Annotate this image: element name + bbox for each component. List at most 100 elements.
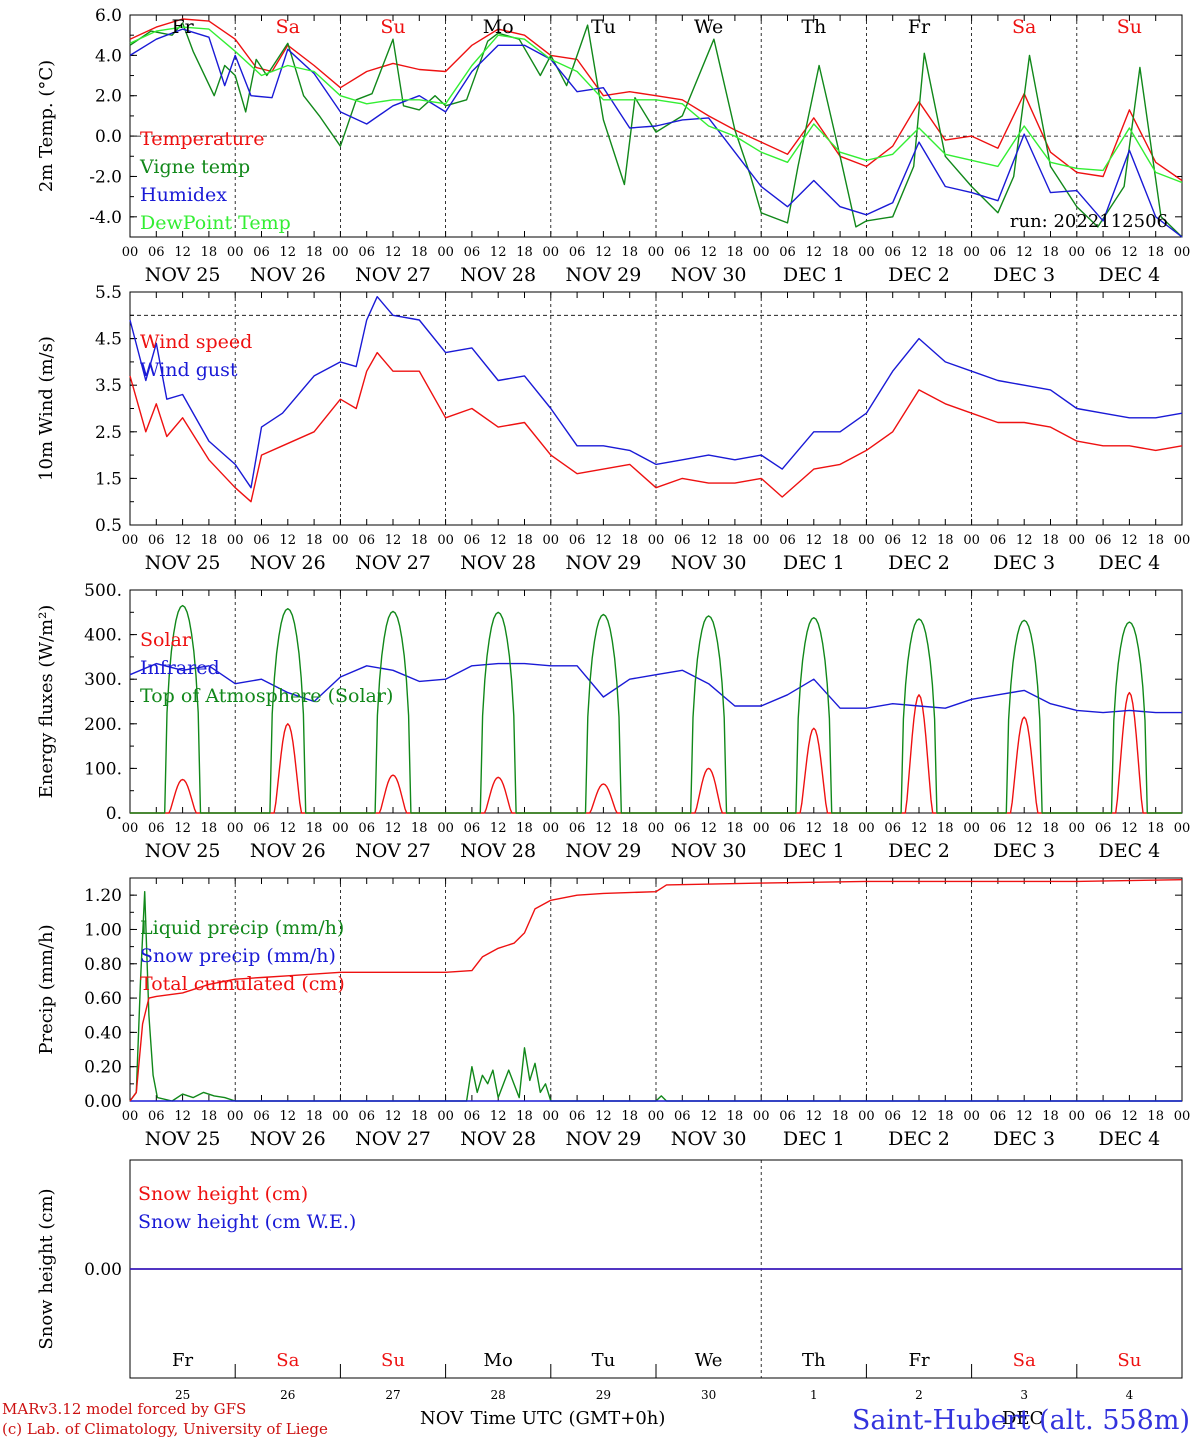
day-label: NOV 29: [565, 1128, 641, 1150]
hour-tick-label: 18: [201, 1109, 218, 1124]
panel-1: 6.0 4.0 2.0 0.0 -2.0 -4.0 2m Temp. (°C) 00 06 12 1…: [36, 6, 1190, 286]
hour-tick-label: 18: [306, 1109, 323, 1124]
weekday-label: Su: [380, 16, 405, 38]
legend-entry: Humidex: [140, 184, 227, 206]
y-tick-label: -4.0: [89, 208, 122, 228]
weekday-label: Sa: [276, 1350, 299, 1371]
y-tick-label: 200.: [84, 715, 122, 735]
hour-tick-label: 06: [1095, 1109, 1112, 1124]
hour-tick-label: 18: [1147, 533, 1164, 548]
hour-tick-label: 12: [280, 1109, 297, 1124]
hour-tick-label: 06: [990, 245, 1007, 260]
hour-tick-label: 00: [122, 1109, 139, 1124]
y-tick-label: 3.5: [95, 376, 122, 396]
weekday-label: Sa: [1013, 1350, 1036, 1371]
hour-tick-label: 18: [727, 533, 744, 548]
hour-tick-label: 00: [963, 245, 980, 260]
series-line-liquid-precip-mm-h: [129, 891, 1182, 1102]
hour-tick-label: 00: [543, 245, 560, 260]
day-label: DEC 3: [993, 1128, 1055, 1150]
day-label: DEC 4: [1099, 552, 1161, 574]
y-tick-label: 6.0: [95, 6, 122, 26]
day-label: NOV 28: [460, 264, 536, 286]
hour-tick-label: 18: [1042, 245, 1059, 260]
hour-tick-label: 18: [727, 1109, 744, 1124]
hour-tick-label: 12: [385, 1109, 402, 1124]
run-label: run: 2022112506: [1010, 211, 1168, 232]
day-label: DEC 4: [1099, 264, 1161, 286]
hour-tick-label: 12: [490, 821, 507, 836]
hour-tick-label: 18: [727, 821, 744, 836]
series-line-top-of-atmosphere-solar: [130, 604, 1182, 814]
hour-tick-label: 06: [1095, 533, 1112, 548]
day-number: 3: [1020, 1388, 1028, 1402]
hour-tick-label: 06: [569, 245, 586, 260]
hour-tick-label: 00: [437, 245, 454, 260]
panel-5: 0.00 Snow height (cm) Snow height (cm) Snow…: [36, 1159, 1183, 1379]
y-axis-label: Precip (mm/h): [36, 924, 57, 1054]
weekday-label: Th: [801, 16, 826, 38]
hour-tick-label: 06: [148, 1109, 165, 1124]
weekday-label: Sa: [276, 16, 300, 38]
day-label: DEC 1: [783, 840, 845, 862]
hour-tick-label: 12: [700, 821, 717, 836]
hour-tick-label: 00: [1174, 245, 1191, 260]
y-tick-label: 0.40: [84, 1023, 122, 1043]
series-line-total-cumulated-cm: [129, 879, 1183, 1102]
hour-tick-label: 18: [201, 533, 218, 548]
hour-tick-label: 00: [227, 245, 244, 260]
hour-tick-label: 06: [253, 533, 270, 548]
y-tick-label: 0.20: [84, 1058, 122, 1078]
hour-tick-label: 00: [1174, 1109, 1191, 1124]
y-tick-label: 1.5: [95, 469, 122, 489]
hour-tick-label: 12: [595, 245, 612, 260]
hour-tick-label: 12: [595, 533, 612, 548]
series-line-vigne-temp: [129, 22, 1183, 238]
hour-tick-label: 12: [280, 245, 297, 260]
hour-tick-label: 06: [1095, 245, 1112, 260]
weekday-label: We: [694, 16, 723, 38]
day-label: DEC 2: [888, 1128, 950, 1150]
hour-tick-label: 12: [1016, 821, 1033, 836]
hour-tick-label: 18: [516, 533, 533, 548]
day-label: NOV 29: [565, 264, 641, 286]
hour-tick-label: 12: [174, 821, 191, 836]
hour-tick-label: 18: [937, 821, 954, 836]
hour-tick-label: 06: [674, 1109, 691, 1124]
hour-tick-label: 06: [569, 1109, 586, 1124]
hour-tick-label: 12: [1121, 245, 1138, 260]
hour-tick-label: 00: [753, 245, 770, 260]
day-label: DEC 2: [888, 840, 950, 862]
hour-tick-label: 00: [648, 821, 665, 836]
y-tick-label: 5.5: [95, 283, 122, 303]
legend-entry: Temperature: [140, 128, 264, 150]
y-axis-label: 2m Temp. (°C): [36, 60, 57, 192]
weekday-label: Fr: [908, 1350, 929, 1371]
day-number: 2: [915, 1388, 923, 1402]
station-name: Saint-Hubert (alt. 558m): [852, 1405, 1190, 1436]
hour-tick-label: 12: [490, 245, 507, 260]
hour-tick-label: 12: [1121, 533, 1138, 548]
hour-tick-label: 00: [227, 533, 244, 548]
day-number: 4: [1126, 1388, 1134, 1402]
hour-tick-label: 18: [1147, 1109, 1164, 1124]
month-label-dec: DEC: [1002, 1408, 1043, 1429]
weekday-label: Su: [1117, 16, 1142, 38]
hour-tick-label: 12: [700, 533, 717, 548]
hour-tick-label: 00: [963, 821, 980, 836]
day-number: 27: [385, 1388, 400, 1402]
hour-tick-label: 06: [148, 821, 165, 836]
hour-tick-label: 00: [332, 1109, 349, 1124]
hour-tick-label: 06: [884, 1109, 901, 1124]
legend-entry: Solar: [140, 629, 192, 651]
day-label: NOV 28: [460, 1128, 536, 1150]
day-label: NOV 28: [460, 552, 536, 574]
hour-tick-label: 12: [700, 245, 717, 260]
model-credit: MARv3.12 model forced by GFS: [2, 1400, 246, 1418]
series-line-temperature: [129, 18, 1183, 182]
y-tick-label: 100.: [84, 759, 122, 779]
day-label: DEC 2: [888, 552, 950, 574]
hour-tick-label: 12: [806, 1109, 823, 1124]
hour-tick-label: 18: [516, 821, 533, 836]
day-label: DEC 1: [783, 264, 845, 286]
